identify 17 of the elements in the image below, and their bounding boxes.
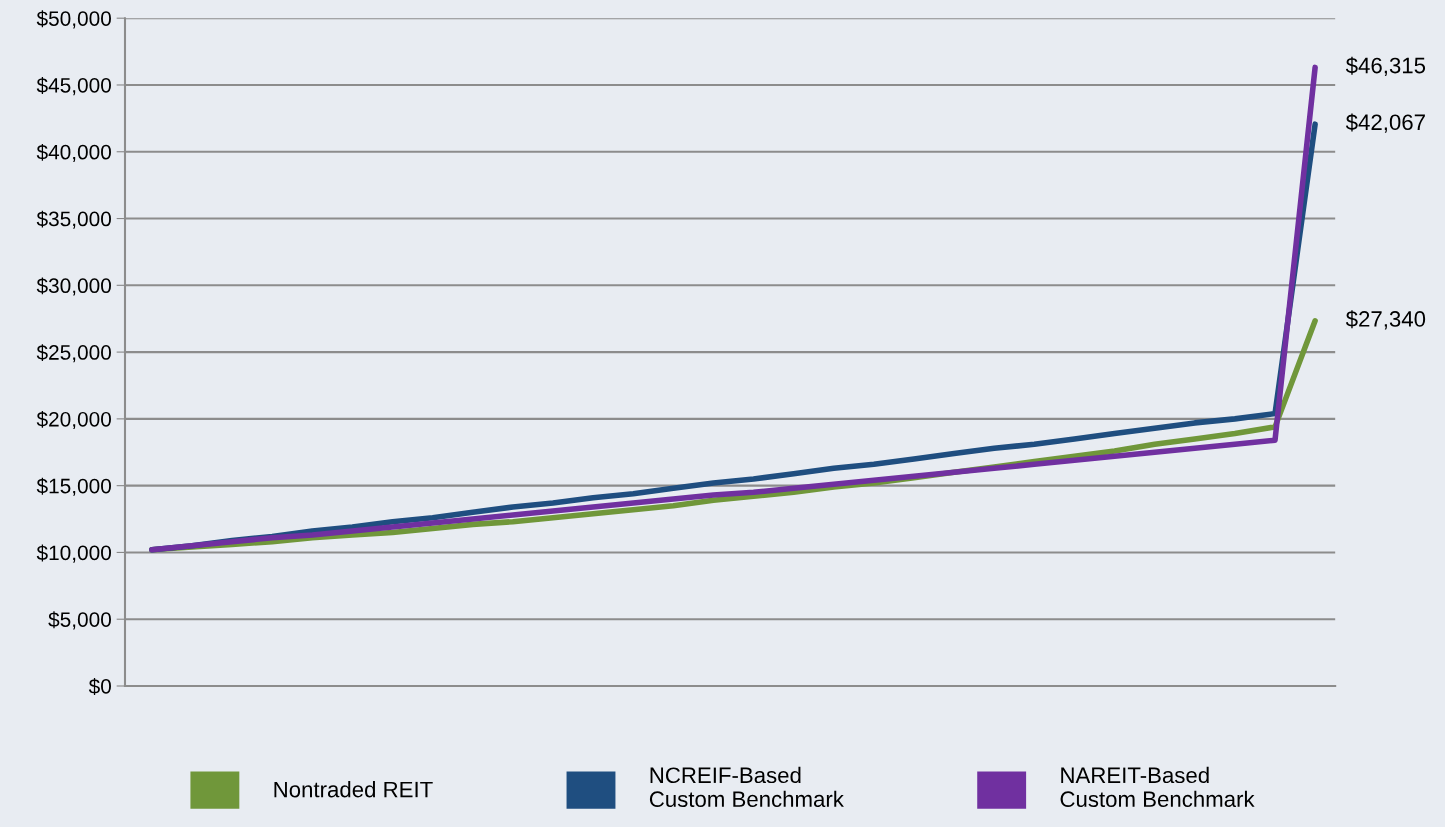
- y-tick-label: $40,000: [36, 143, 111, 162]
- y-tick-label: $5,000: [48, 611, 111, 630]
- data-label: $42,067: [1345, 113, 1425, 133]
- y-tick-label: $10,000: [36, 544, 111, 563]
- legend-label: Nontraded REIT: [274, 781, 433, 798]
- legend-label: NCREIF-Based Custom Benchmark: [649, 766, 844, 808]
- y-tick-label: $30,000: [36, 277, 111, 296]
- y-tick-label: $15,000: [36, 477, 111, 496]
- y-tick-label: $0: [88, 678, 111, 695]
- legend-label: NAREIT-Based Custom Benchmark: [1060, 766, 1255, 808]
- data-label: $46,315: [1345, 56, 1426, 76]
- y-tick-label: $35,000: [36, 210, 111, 229]
- y-tick-label: $20,000: [36, 411, 111, 430]
- y-tick-label: $50,000: [36, 10, 111, 29]
- y-tick-label: $25,000: [36, 344, 111, 363]
- y-tick-label: $45,000: [36, 77, 111, 96]
- data-label: $27,340: [1345, 310, 1426, 330]
